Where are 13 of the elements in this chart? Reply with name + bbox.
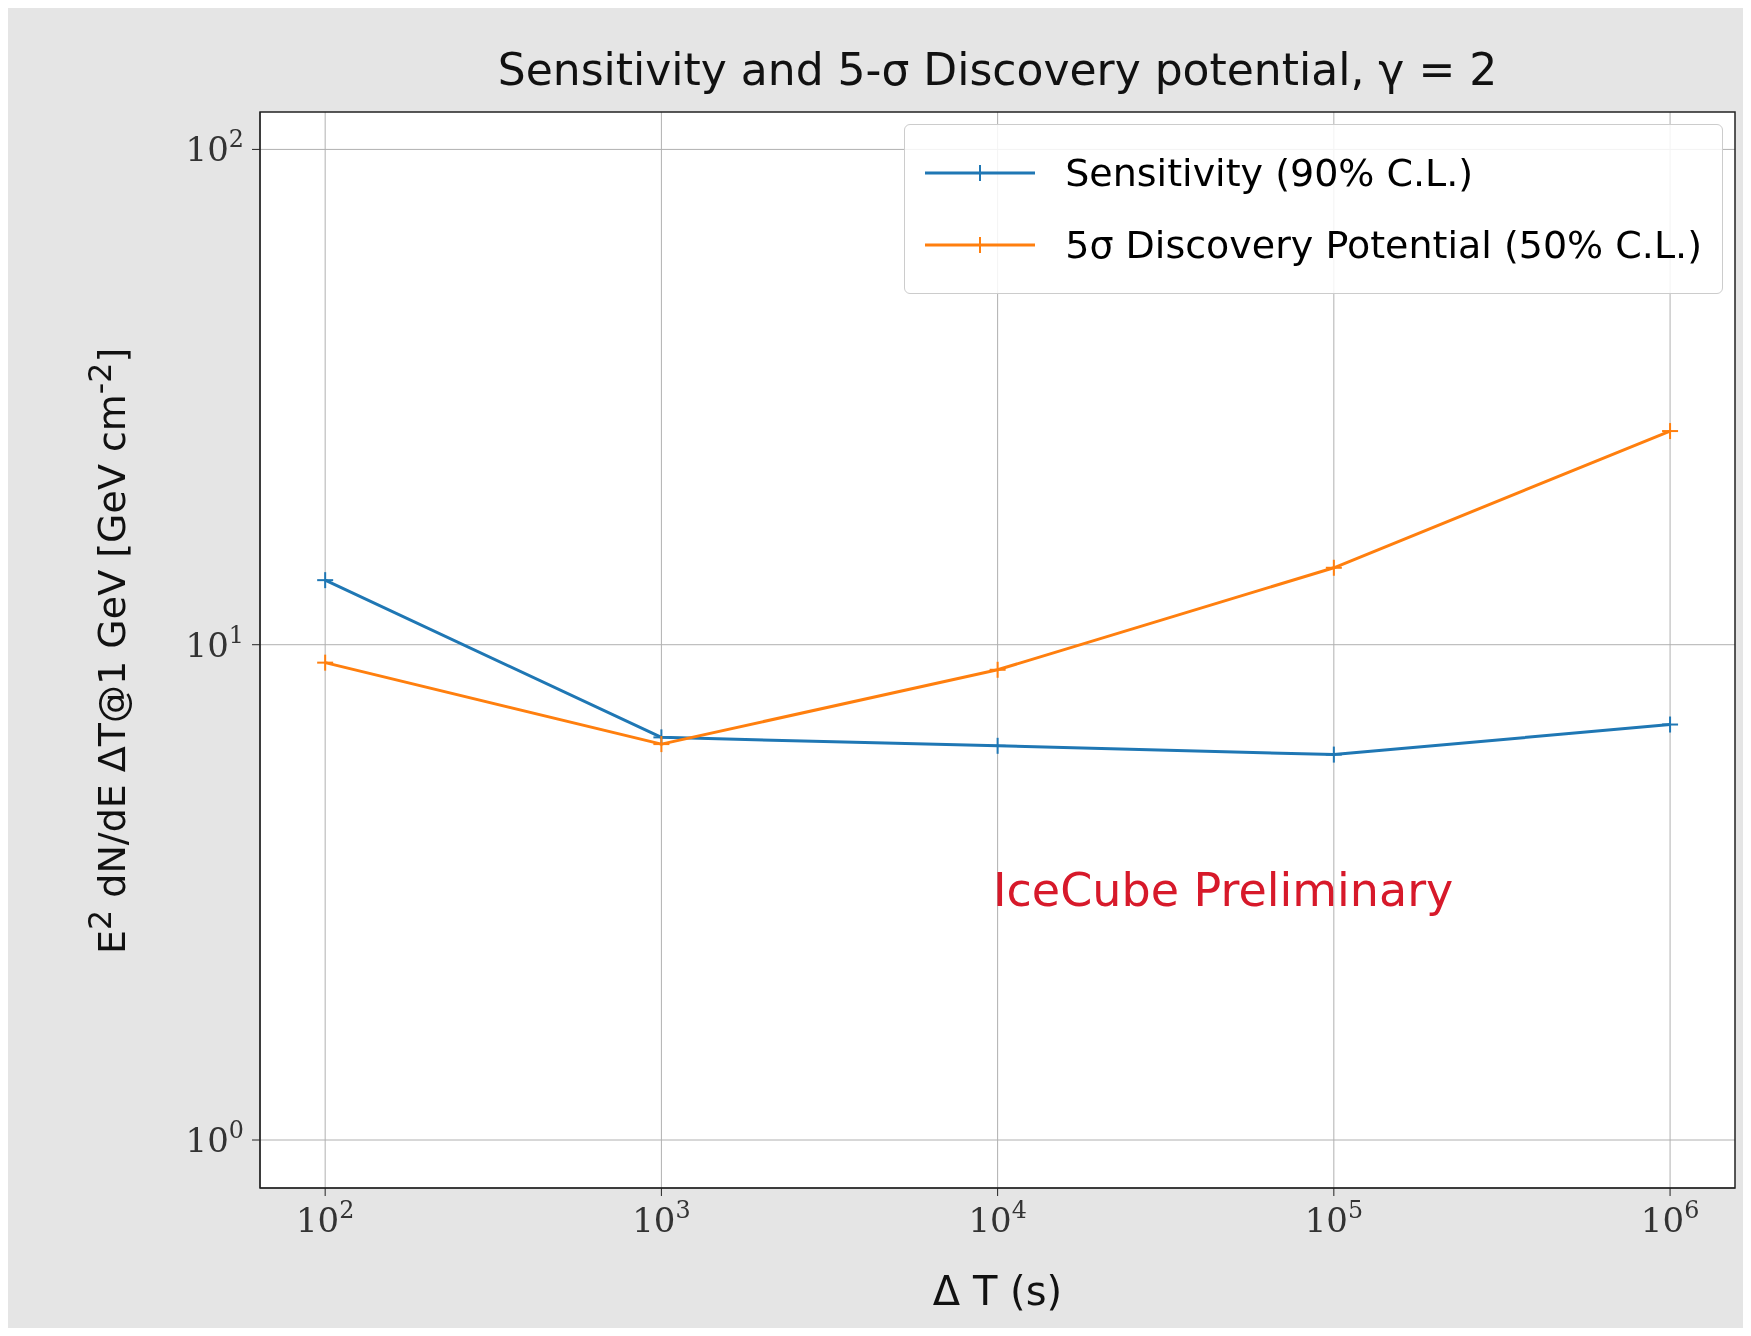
x-tick-label: 10$^{3}$ bbox=[632, 1196, 691, 1240]
legend-label: 5σ Discovery Potential (50% C.L.) bbox=[1065, 223, 1702, 267]
chart-title: Sensitivity and 5-σ Discovery potential, γ = 2 bbox=[496, 44, 1499, 95]
y-tick-label: 10$^{1}$ bbox=[185, 620, 244, 665]
y-tick-label: 10$^{0}$ bbox=[185, 1116, 244, 1160]
legend-label: Sensitivity (90% C.L.) bbox=[1065, 151, 1474, 195]
x-tick-label: 10$^{6}$ bbox=[1640, 1196, 1700, 1240]
y-tick-label: 10$^{2}$ bbox=[185, 125, 244, 170]
x-tick-label: 10$^{4}$ bbox=[968, 1196, 1027, 1240]
x-tick-label: 10$^{5}$ bbox=[1304, 1196, 1364, 1240]
x-axis-title: Δ T (s) bbox=[931, 1268, 1064, 1314]
x-tick-label: 10$^{2}$ bbox=[295, 1196, 355, 1240]
annotation: IceCube Preliminary bbox=[993, 863, 1454, 917]
